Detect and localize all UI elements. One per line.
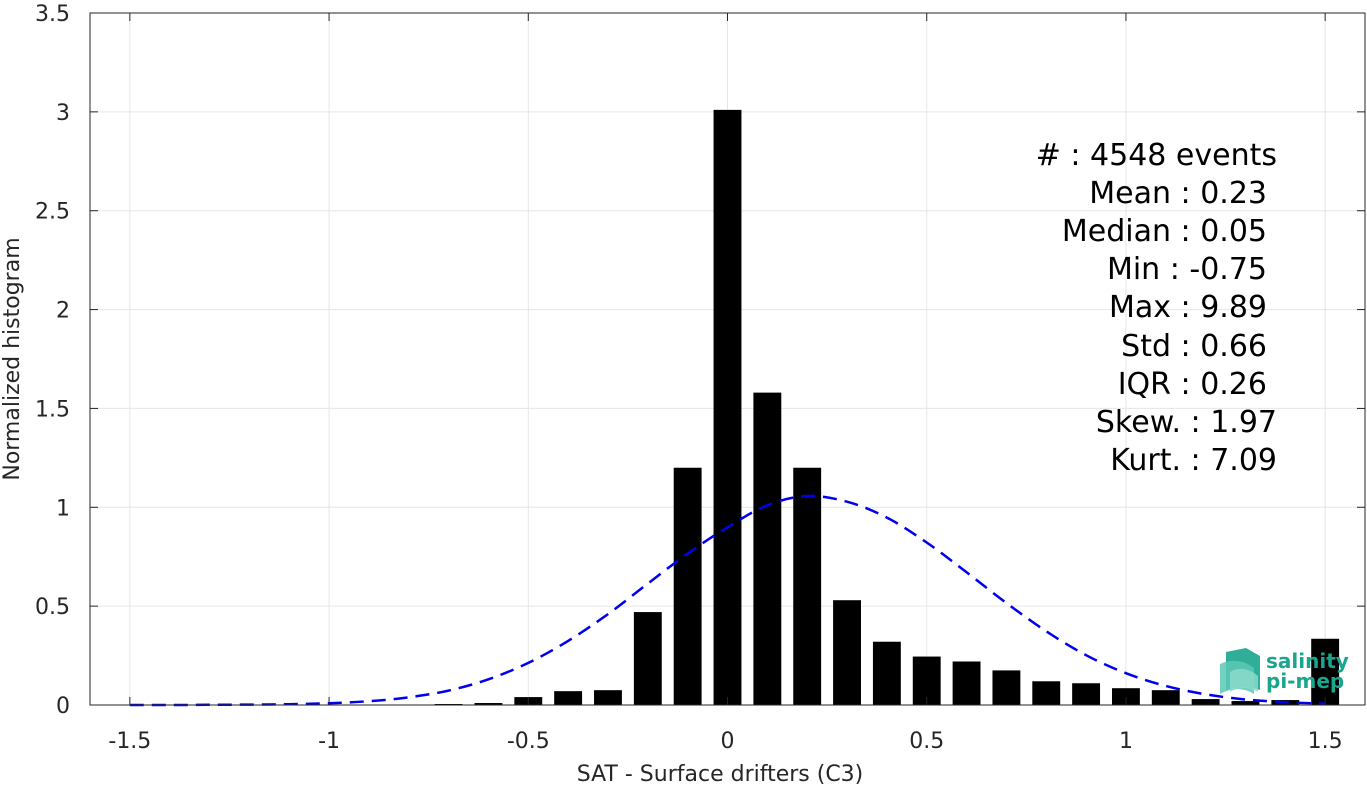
histogram-bar (594, 690, 622, 705)
x-tick-label: -0.5 (507, 729, 550, 754)
histogram-bar (554, 691, 583, 705)
histogram-bar (872, 641, 901, 705)
histogram-bar (1032, 681, 1061, 705)
logo-line2: pi-mep (1266, 669, 1344, 693)
axis-ticks: -1.5 -1 -0.5 0 0.5 1 1.5 0 0.5 1 1.5 2 2.5 3 3.5 (35, 2, 1365, 754)
x-tick-label: -1.5 (108, 729, 151, 754)
y-tick-label: 1.5 (35, 397, 70, 422)
stat-std: Std : 0.66 (1121, 329, 1267, 364)
y-tick-label: 0.5 (35, 595, 70, 620)
histogram-bars (434, 109, 1340, 705)
stat-mean: Mean : 0.23 (1089, 176, 1267, 211)
histogram-bar (1311, 638, 1340, 705)
histogram-bar (1191, 699, 1220, 705)
histogram-bar (633, 612, 662, 705)
histogram-bar (713, 109, 742, 705)
logo-line1: salinity (1266, 649, 1349, 673)
y-tick-label: 0 (56, 694, 70, 719)
logo-wave-icon (1220, 648, 1260, 694)
stat-skew: Skew. : 1.97 (1096, 405, 1277, 440)
y-axis-label: Normalized histogram (0, 237, 25, 480)
stat-min: Min : -0.75 (1107, 252, 1267, 287)
x-tick-label: -1 (318, 729, 340, 754)
stat-count: # : 4548 events (1036, 138, 1277, 173)
histogram-bar (753, 392, 782, 705)
y-tick-label: 2 (56, 299, 70, 324)
histogram-bar (1231, 701, 1260, 705)
x-axis-label: SAT - Surface drifters (C3) (577, 762, 864, 785)
salinity-pimep-logo: salinity pi-mep (1220, 648, 1349, 694)
y-tick-label: 3.5 (35, 2, 70, 27)
histogram-bar (1072, 683, 1101, 705)
y-tick-label: 3 (56, 101, 70, 126)
x-tick-label: 1 (1119, 729, 1133, 754)
histogram-bar (474, 703, 503, 705)
stat-median: Median : 0.05 (1062, 214, 1267, 249)
stat-max: Max : 9.89 (1109, 290, 1267, 325)
histogram-bar (1111, 688, 1140, 705)
histogram-bar (912, 656, 941, 705)
y-tick-label: 1 (56, 496, 70, 521)
y-tick-label: 2.5 (35, 200, 70, 225)
histogram-bar (673, 467, 702, 705)
x-tick-label: 0 (721, 729, 735, 754)
histogram-bar (793, 467, 822, 705)
statistics-box: # : 4548 events Mean : 0.23 Median : 0.0… (1036, 138, 1277, 478)
x-tick-label: 1.5 (1308, 729, 1343, 754)
histogram-bar (1151, 690, 1180, 705)
histogram-bar (952, 661, 981, 705)
x-tick-label: 0.5 (909, 729, 944, 754)
histogram-bar (992, 670, 1021, 705)
histogram-bar (833, 600, 861, 705)
stat-kurt: Kurt. : 7.09 (1110, 443, 1277, 478)
stat-iqr: IQR : 0.26 (1118, 367, 1267, 402)
